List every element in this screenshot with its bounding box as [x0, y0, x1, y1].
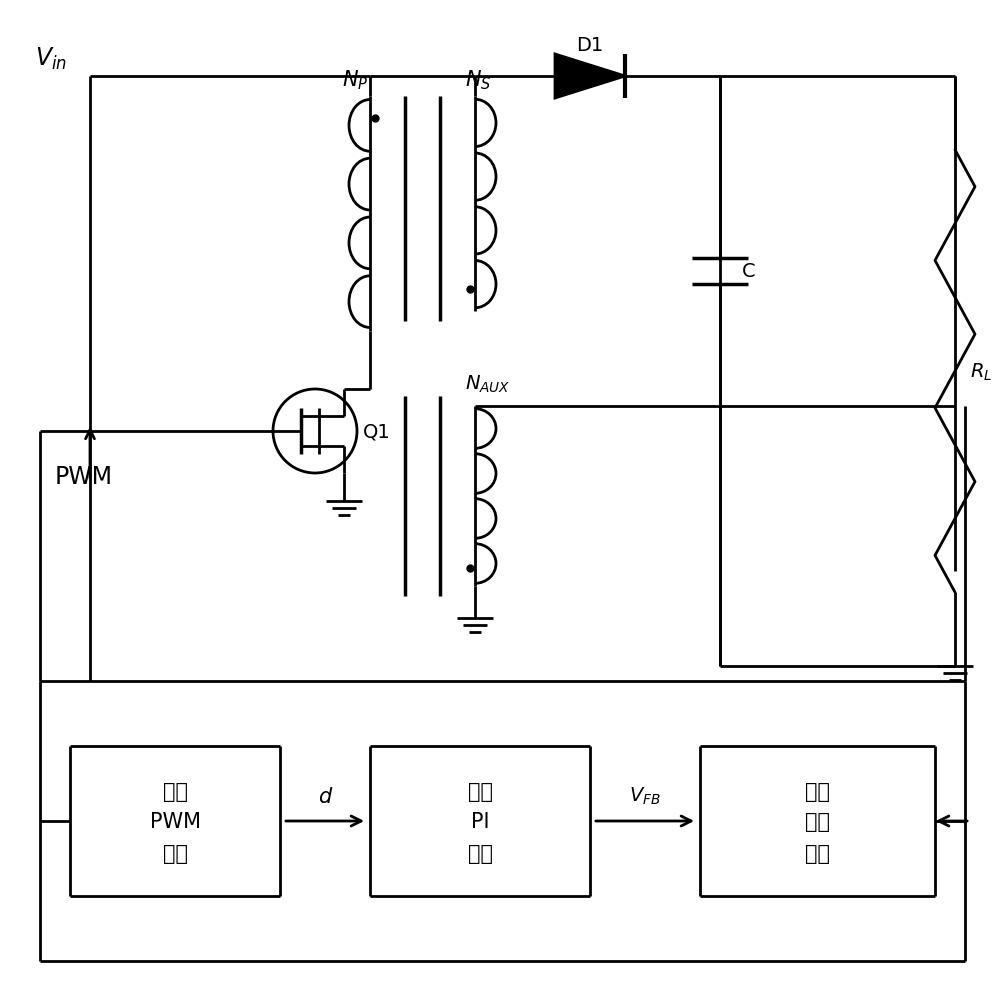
Text: Q1: Q1 [363, 422, 391, 441]
Text: 模块: 模块 [468, 843, 493, 863]
Text: 电压: 电压 [805, 781, 830, 802]
Text: $N_{AUX}$: $N_{AUX}$ [465, 374, 510, 394]
Text: D1: D1 [576, 35, 604, 55]
Polygon shape [555, 55, 625, 99]
Text: $V_{FB}$: $V_{FB}$ [629, 785, 661, 807]
Text: PWM: PWM [150, 811, 200, 831]
Text: 模块: 模块 [162, 843, 188, 863]
Text: d: d [318, 786, 332, 807]
Text: PI: PI [471, 811, 489, 831]
Text: $N_P$: $N_P$ [342, 68, 368, 92]
Text: PWM: PWM [55, 464, 113, 488]
Text: 采样: 采样 [805, 811, 830, 831]
Text: $R_L$: $R_L$ [970, 361, 992, 383]
Text: $V_{in}$: $V_{in}$ [35, 45, 67, 72]
Text: 数字: 数字 [162, 781, 188, 802]
Text: $N_S$: $N_S$ [465, 68, 491, 92]
Text: C: C [742, 262, 756, 281]
Text: 数字: 数字 [468, 781, 493, 802]
Text: 模块: 模块 [805, 843, 830, 863]
